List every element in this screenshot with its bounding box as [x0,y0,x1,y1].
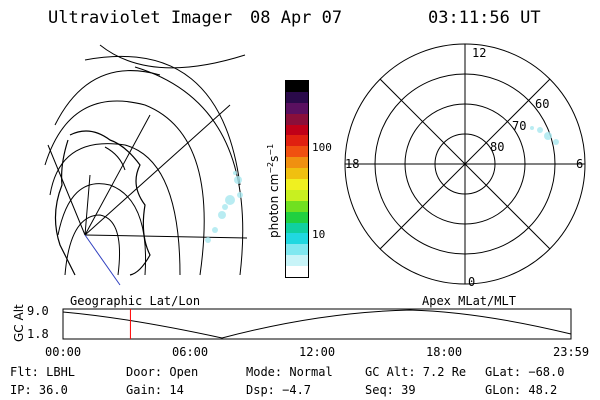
altitude-x-tick: 00:00 [45,345,82,359]
altitude-x-tick: 23:59 [553,345,590,359]
colorbar-swatch [286,81,308,92]
colorbar [285,80,309,278]
footer-mode: Mode: Normal [246,365,333,379]
colorbar-swatch [286,222,308,234]
altitude-x-tick: 06:00 [172,345,209,359]
colorbar-swatch [286,146,308,158]
colorbar-swatch [286,244,308,256]
polar-mlt-0: 0 [468,275,476,289]
page-title: Ultraviolet Imager [48,8,233,28]
colorbar-swatch [286,91,308,103]
polar-mlt-18: 18 [345,157,360,171]
colorbar-swatch [286,168,308,180]
footer-gain: Gain: 14 [126,383,184,397]
colorbar-swatch [286,113,308,125]
footer-glat: GLat: −68.0 [485,365,565,379]
altitude-x-tick: 12:00 [299,345,336,359]
colorbar-swatch [286,255,308,267]
footer-gc-alt: GC Alt: 7.2 Re [365,365,467,379]
footer-dsp: Dsp: −4.7 [246,383,312,397]
geographic-map [44,44,248,286]
colorbar-swatch [286,179,308,190]
footer-door: Door: Open [126,365,199,379]
time-label: 03:11:56 UT [428,8,541,28]
colorbar-swatch [286,200,308,212]
colorbar-swatch [286,124,308,136]
altitude-x-tick: 18:00 [426,345,463,359]
polar-label: Apex MLat/MLT [422,294,516,308]
footer-glon: GLon: 48.2 [485,383,558,397]
colorbar-swatch [286,102,308,114]
colorbar-swatch [286,266,308,278]
colorbar-swatch [286,233,308,245]
colorbar-swatch [286,211,308,223]
polar-lat-80: 80 [490,140,505,154]
footer-ip: IP: 36.0 [10,383,68,397]
polar-mlt-6: 6 [576,157,584,171]
footer-filter: Flt: LBHL [10,365,76,379]
colorbar-tick-10: 10 [312,228,326,241]
colorbar-swatch [286,135,308,147]
left-map-label: Geographic Lat/Lon [70,294,201,308]
polar-lat-70: 70 [512,119,527,133]
colorbar-swatch [286,157,308,169]
altitude-y-top: 9.0 [27,304,49,318]
colorbar-swatch [286,189,308,201]
colorbar-tick-100: 100 [312,141,332,154]
polar-mlt-12: 12 [472,46,487,60]
footer-seq: Seq: 39 [365,383,416,397]
altitude-y-bottom: 1.8 [27,327,49,341]
polar-lat-60: 60 [535,97,550,111]
date-label: 08 Apr 07 [250,8,343,28]
